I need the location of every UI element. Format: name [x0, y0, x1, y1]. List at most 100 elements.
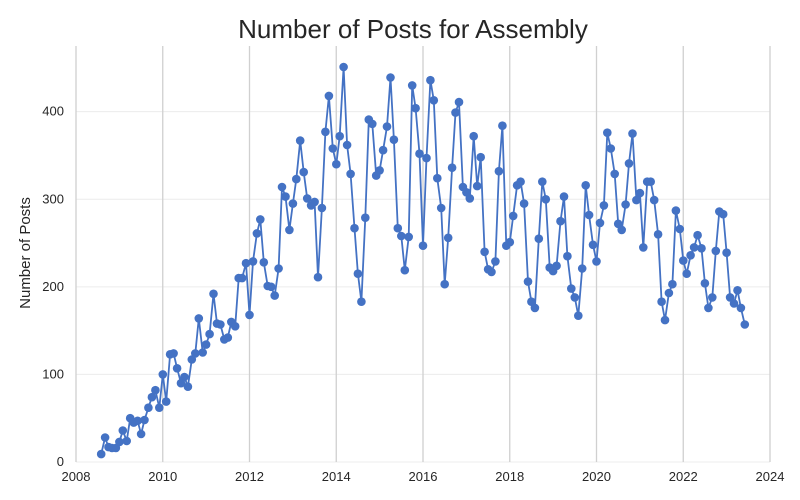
data-point — [245, 310, 254, 320]
data-point — [523, 277, 533, 286]
grid — [75, 46, 771, 463]
data-point — [292, 174, 301, 184]
x-tick-label: 2016 — [409, 469, 438, 484]
data-point — [411, 103, 420, 113]
data-point — [223, 333, 233, 342]
data-point — [404, 232, 414, 242]
data-point — [386, 73, 395, 82]
x-tick-label: 2008 — [62, 469, 91, 484]
data-point — [559, 192, 569, 201]
data-point — [649, 195, 659, 205]
data-point — [729, 299, 739, 308]
data-point — [361, 213, 370, 222]
data-point — [443, 233, 453, 243]
data-point — [740, 320, 750, 329]
data-point — [570, 293, 580, 302]
data-point — [556, 216, 565, 226]
data-point — [679, 256, 688, 265]
data-point — [198, 348, 207, 357]
data-point — [389, 135, 399, 144]
data-point — [353, 269, 363, 279]
data-point — [447, 163, 457, 172]
data-point — [436, 203, 446, 213]
data-point — [144, 403, 153, 413]
data-point — [624, 159, 634, 168]
x-tick-label: 2014 — [322, 469, 351, 484]
data-point — [505, 237, 515, 247]
data-point — [603, 128, 612, 137]
x-ticks: 2008 2010 2012 2014 2016 2018 2020 2022 2024 — [62, 469, 785, 484]
data-point — [704, 303, 713, 313]
data-point — [183, 382, 193, 392]
data-point — [498, 121, 507, 130]
data-point — [415, 149, 424, 158]
y-tick-label: 0 — [57, 454, 64, 469]
data-point — [516, 177, 525, 186]
data-point — [653, 230, 663, 239]
data-point — [577, 264, 587, 273]
data-point — [581, 181, 590, 190]
data-point — [588, 240, 598, 250]
data-point — [628, 129, 637, 138]
data-point — [584, 210, 594, 220]
data-point — [285, 225, 294, 235]
data-point — [295, 136, 305, 145]
data-point — [541, 195, 551, 204]
data-point — [277, 182, 287, 192]
data-point — [281, 192, 290, 201]
data-point — [158, 370, 168, 379]
data-point — [194, 314, 204, 323]
data-point — [332, 159, 341, 169]
y-axis-label: Number of Posts — [17, 197, 34, 309]
data-point — [397, 231, 406, 241]
data-point — [646, 177, 655, 186]
data-point — [668, 279, 677, 289]
chart-title: Number of Posts for Assembly — [238, 14, 588, 44]
data-point — [357, 297, 366, 307]
y-ticks: 0 100 200 300 400 — [42, 104, 64, 469]
data-point — [201, 340, 211, 349]
data-point — [725, 293, 735, 302]
data-point — [621, 200, 630, 209]
data-point — [476, 152, 486, 162]
data-point — [599, 201, 609, 210]
data-point — [169, 349, 178, 358]
data-point — [664, 288, 674, 298]
data-point — [100, 433, 110, 442]
data-point — [675, 224, 685, 234]
data-point — [422, 153, 431, 163]
data-point — [205, 329, 214, 339]
data-point — [400, 265, 410, 275]
data-point — [480, 247, 489, 257]
data-point — [161, 397, 171, 406]
data-point — [718, 209, 728, 219]
data-point — [530, 303, 540, 313]
data-point — [230, 322, 240, 331]
data-point — [708, 293, 717, 302]
data-point — [266, 282, 276, 292]
data-point — [216, 320, 225, 329]
data-point — [324, 91, 334, 101]
data-point — [237, 273, 247, 283]
data-point — [682, 269, 691, 279]
data-point — [274, 264, 283, 273]
data-point — [722, 248, 731, 257]
data-point — [191, 349, 200, 358]
data-point — [534, 234, 544, 243]
data-point — [342, 140, 352, 150]
data-point — [122, 436, 131, 446]
data-point — [180, 372, 189, 382]
data-point — [451, 108, 460, 117]
y-tick-label: 400 — [42, 104, 64, 119]
data-point — [660, 315, 670, 325]
data-point — [440, 279, 450, 289]
data-point — [418, 241, 428, 250]
data-point — [465, 194, 475, 203]
data-point — [255, 215, 265, 224]
data-point — [733, 286, 742, 295]
data-point — [350, 223, 359, 233]
data-point — [368, 119, 377, 129]
data-point — [469, 131, 479, 141]
data-point — [657, 297, 666, 307]
